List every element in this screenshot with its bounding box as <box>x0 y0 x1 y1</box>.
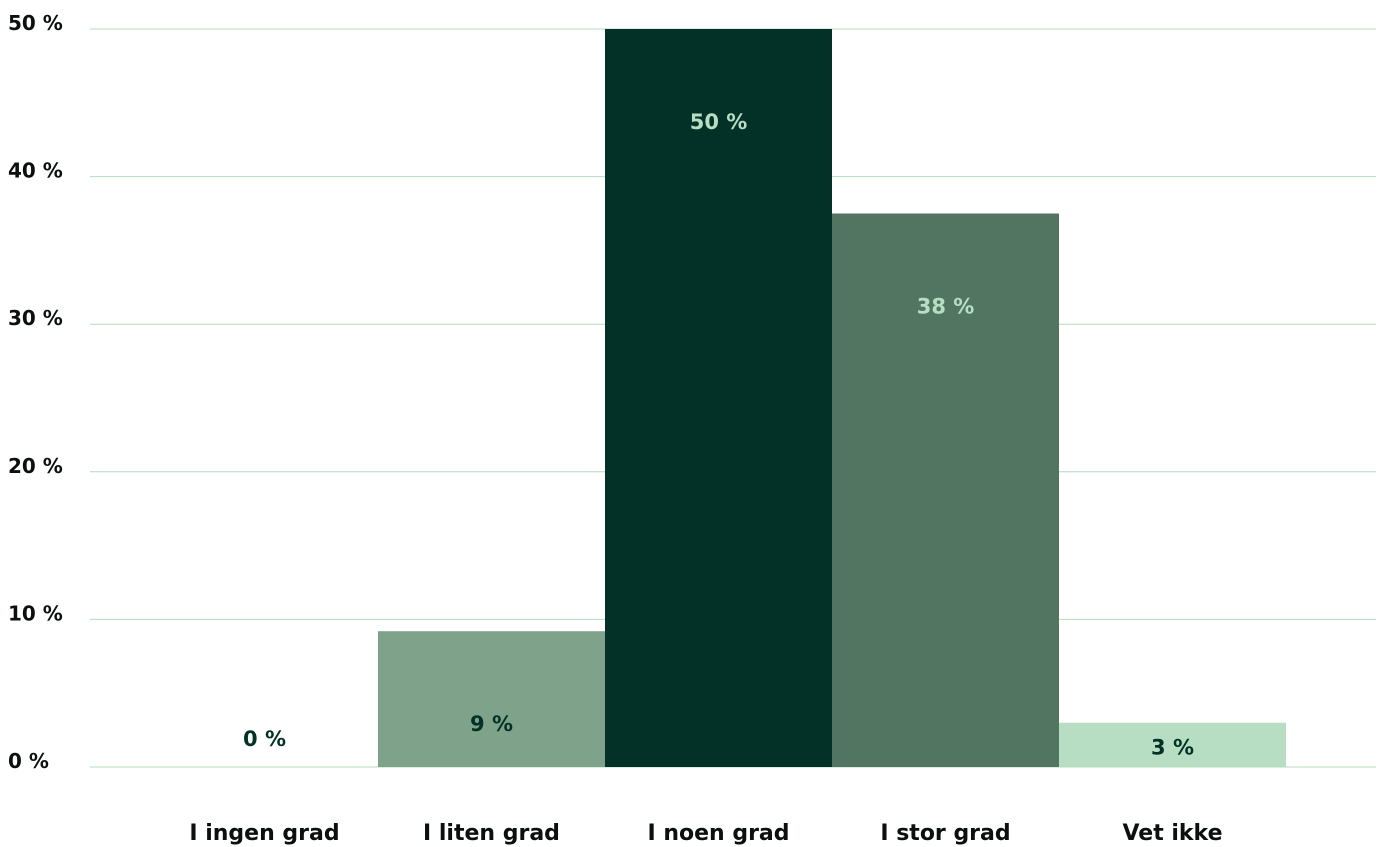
data-label: 9 % <box>470 712 513 736</box>
bar <box>378 631 605 767</box>
data-label: 3 % <box>1151 736 1194 760</box>
x-tick-label: Vet ikke <box>1122 821 1222 846</box>
x-tick-label: I liten grad <box>423 821 560 846</box>
bar <box>1059 722 1286 767</box>
y-tick-label: 20 % <box>8 454 63 478</box>
data-label: 38 % <box>917 295 975 319</box>
data-label: 0 % <box>243 727 286 751</box>
bar <box>605 29 832 767</box>
data-label: 50 % <box>690 110 748 134</box>
y-tick-label: 30 % <box>8 306 63 330</box>
x-tick-label: I stor grad <box>880 821 1010 846</box>
y-tick-label: 40 % <box>8 159 63 183</box>
x-axis-tick-labels: I ingen grad I liten grad I noen grad I sto… <box>189 821 1222 846</box>
y-tick-label: 10 % <box>8 601 63 625</box>
data-labels: 0 % 9 % 50 % 38 % 3 % <box>243 110 1194 760</box>
x-tick-label: I ingen grad <box>189 821 339 846</box>
bar <box>832 213 1059 767</box>
y-axis-tick-labels: 0 % 10 % 20 % 30 % 40 % 50 % <box>8 11 63 773</box>
y-tick-label: 0 % <box>8 749 49 773</box>
x-tick-label: I noen grad <box>647 821 789 846</box>
bars <box>378 29 1286 767</box>
y-tick-label: 50 % <box>8 11 63 35</box>
